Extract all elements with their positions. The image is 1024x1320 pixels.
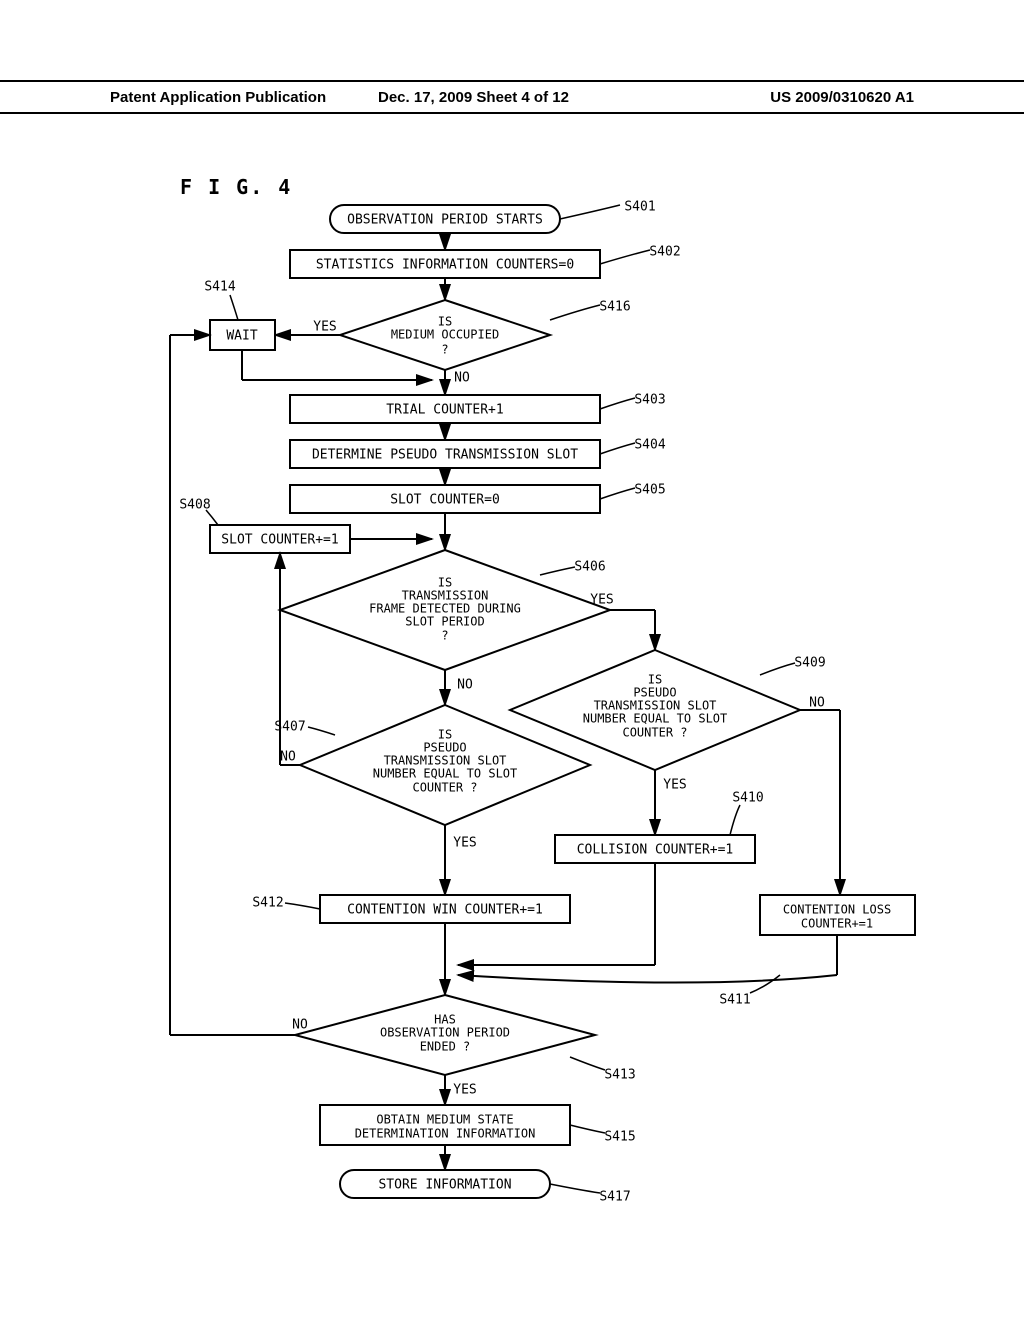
svg-text:WAIT: WAIT [226,329,257,344]
svg-text:TRANSMISSION SLOT: TRANSMISSION SLOT [384,754,507,768]
svg-text:IS: IS [648,673,662,687]
node-s402: STATISTICS INFORMATION COUNTERS=0 [290,250,600,278]
svg-text:?: ? [441,629,448,643]
label-s415: S415 [604,1130,635,1145]
svg-text:IS: IS [438,728,452,742]
edge-no-5: NO [292,1018,308,1033]
edge-yes-4: YES [663,778,686,793]
label-s413: S413 [604,1068,635,1083]
node-s406: IS TRANSMISSION FRAME DETECTED DURING SL… [280,550,610,670]
label-s416: S416 [599,300,630,315]
edge-yes-1: YES [313,320,336,335]
edge-yes-2: YES [590,593,613,608]
node-s408: SLOT COUNTER+=1 [210,525,350,553]
node-s416: IS MEDIUM OCCUPIED ? [340,300,550,370]
header-right: US 2009/0310620 A1 [646,89,914,106]
svg-text:NUMBER EQUAL TO SLOT: NUMBER EQUAL TO SLOT [583,712,728,726]
svg-text:STORE INFORMATION: STORE INFORMATION [378,1178,511,1193]
label-s414: S414 [204,280,235,295]
svg-text:DETERMINATION INFORMATION: DETERMINATION INFORMATION [355,1127,536,1141]
svg-text:?: ? [441,343,448,357]
svg-text:STATISTICS INFORMATION COUNTER: STATISTICS INFORMATION COUNTERS=0 [316,258,574,273]
svg-text:TRANSMISSION: TRANSMISSION [402,589,489,603]
node-s403: TRIAL COUNTER+1 [290,395,600,423]
node-s417: STORE INFORMATION [340,1170,550,1198]
edge-no-2: NO [457,678,473,693]
svg-text:OBSERVATION PERIOD: OBSERVATION PERIOD [380,1026,510,1040]
edge-yes-5: YES [453,1083,476,1098]
svg-text:IS: IS [438,315,452,329]
node-s404: DETERMINE PSEUDO TRANSMISSION SLOT [290,440,600,468]
label-s406: S406 [574,560,605,575]
node-s414: WAIT [210,320,275,350]
svg-text:COLLISION COUNTER+=1: COLLISION COUNTER+=1 [577,843,734,858]
svg-text:MEDIUM OCCUPIED: MEDIUM OCCUPIED [391,328,499,342]
svg-text:TRANSMISSION SLOT: TRANSMISSION SLOT [594,699,717,713]
svg-text:PSEUDO: PSEUDO [633,686,676,700]
node-s415: OBTAIN MEDIUM STATE DETERMINATION INFORM… [320,1105,570,1145]
svg-text:IS: IS [438,576,452,590]
svg-text:SLOT COUNTER=0: SLOT COUNTER=0 [390,493,500,508]
label-s408: S408 [179,498,210,513]
edge-no-1: NO [454,371,470,386]
node-s412: CONTENTION WIN COUNTER+=1 [320,895,570,923]
label-s410: S410 [732,791,763,806]
label-s412: S412 [252,896,283,911]
svg-text:DETERMINE PSEUDO TRANSMISSION: DETERMINE PSEUDO TRANSMISSION SLOT [312,448,578,463]
svg-text:NUMBER EQUAL TO SLOT: NUMBER EQUAL TO SLOT [373,767,518,781]
label-s411: S411 [719,993,750,1008]
flowchart: OBSERVATION PERIOD STARTS S401 STATISTIC… [100,195,920,1275]
label-s409: S409 [794,656,825,671]
edge-no-3: NO [280,750,296,765]
svg-text:TRIAL COUNTER+1: TRIAL COUNTER+1 [386,403,503,418]
page-header: Patent Application Publication Dec. 17, … [0,80,1024,114]
label-s401: S401 [624,200,655,215]
node-s405: SLOT COUNTER=0 [290,485,600,513]
svg-text:CONTENTION WIN COUNTER+=1: CONTENTION WIN COUNTER+=1 [347,903,543,918]
node-s411: CONTENTION LOSS COUNTER+=1 [760,895,915,935]
node-s401: OBSERVATION PERIOD STARTS [330,205,560,233]
label-s405: S405 [634,483,665,498]
header-middle: Dec. 17, 2009 Sheet 4 of 12 [378,89,646,106]
svg-text:COUNTER ?: COUNTER ? [412,781,477,795]
svg-text:SLOT PERIOD: SLOT PERIOD [405,615,484,629]
header-left: Patent Application Publication [110,89,378,106]
svg-text:COUNTER ?: COUNTER ? [622,726,687,740]
svg-text:HAS: HAS [434,1013,456,1027]
svg-text:SLOT COUNTER+=1: SLOT COUNTER+=1 [221,533,338,548]
label-s417: S417 [599,1190,630,1205]
svg-text:CONTENTION LOSS: CONTENTION LOSS [783,903,891,917]
svg-text:PSEUDO: PSEUDO [423,741,466,755]
page: Patent Application Publication Dec. 17, … [0,0,1024,1320]
edge-yes-3: YES [453,836,476,851]
node-s413: HAS OBSERVATION PERIOD ENDED ? [295,995,595,1075]
label-s404: S404 [634,438,665,453]
svg-text:COUNTER+=1: COUNTER+=1 [801,917,873,931]
svg-text:FRAME DETECTED DURING: FRAME DETECTED DURING [369,602,521,616]
label-s403: S403 [634,393,665,408]
node-s410: COLLISION COUNTER+=1 [555,835,755,863]
label-s402: S402 [649,245,680,260]
svg-text:OBSERVATION PERIOD STARTS: OBSERVATION PERIOD STARTS [347,213,543,228]
edge-no-4: NO [809,696,825,711]
svg-text:OBTAIN MEDIUM STATE: OBTAIN MEDIUM STATE [376,1113,513,1127]
svg-text:ENDED ?: ENDED ? [420,1040,471,1054]
